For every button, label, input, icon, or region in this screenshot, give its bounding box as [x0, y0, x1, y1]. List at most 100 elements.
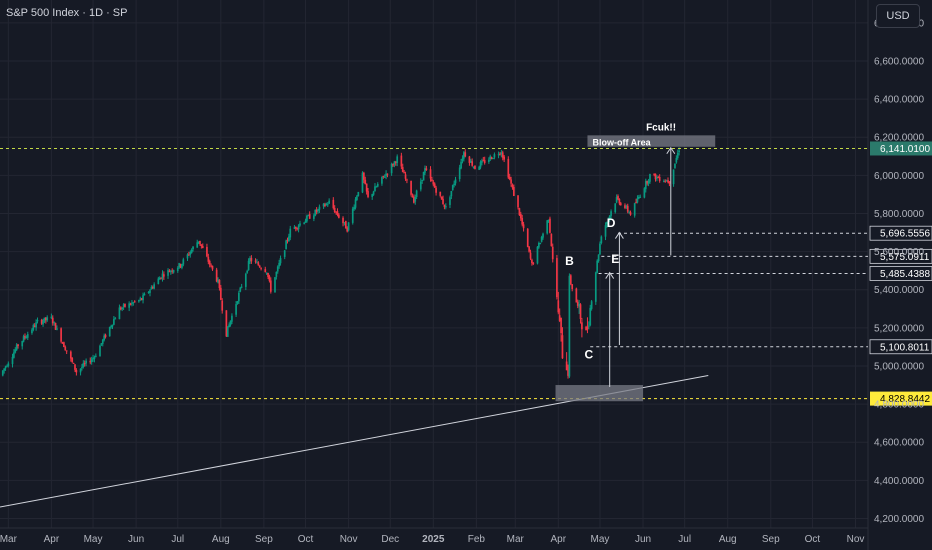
blow-off-area-box: [587, 135, 716, 147]
candle-body: [150, 287, 153, 290]
candle-body: [294, 226, 297, 229]
candle-body: [133, 301, 136, 303]
candle-body: [411, 195, 414, 198]
candle-body: [353, 207, 355, 210]
candle-body: [453, 183, 455, 186]
candle-body: [547, 219, 550, 221]
candle-body: [6, 366, 8, 368]
candle-body: [206, 246, 208, 257]
candle-body: [464, 152, 467, 157]
candle-body: [163, 274, 165, 277]
candle-body: [657, 177, 660, 179]
price-level-label: 6,141.0100: [880, 144, 930, 155]
candle-body: [161, 273, 164, 279]
candle-body: [21, 340, 24, 347]
candle-body: [433, 183, 436, 188]
candle-body: [17, 344, 19, 346]
candle-body: [81, 367, 83, 369]
candle-body: [381, 176, 383, 184]
candle-body: [668, 181, 671, 184]
candle-body: [313, 215, 315, 219]
candle-body: [422, 172, 425, 181]
candle-body: [60, 328, 62, 342]
candle-body: [575, 288, 578, 303]
candle-body: [361, 172, 364, 193]
candle-body: [207, 256, 210, 262]
candle-body: [75, 369, 78, 373]
candle-body: [396, 156, 399, 163]
candle-body: [497, 154, 500, 156]
candle-body: [458, 167, 461, 179]
candle-body: [586, 326, 589, 330]
arrow-head: [666, 146, 676, 155]
candle-body: [678, 150, 680, 153]
candle-body: [269, 280, 272, 292]
candle-body: [400, 155, 403, 167]
candle-body: [64, 346, 67, 351]
candle-body: [103, 335, 106, 341]
candle-body: [113, 319, 115, 325]
x-tick-label: May: [591, 534, 610, 545]
candle-body: [297, 225, 300, 230]
candle-body: [599, 243, 601, 255]
candle-body: [326, 204, 329, 206]
candle-body: [256, 262, 258, 264]
candle-body: [385, 173, 387, 177]
candle-body: [250, 257, 253, 262]
candle-body: [442, 198, 444, 205]
candle-body: [56, 328, 58, 330]
candle-body: [633, 203, 636, 216]
annotation-label: Fcuk!!: [646, 123, 676, 134]
candle-body: [561, 335, 564, 359]
candle-body: [143, 293, 146, 296]
x-tick-label: Oct: [805, 534, 821, 545]
candle-body: [33, 325, 36, 327]
candle-body: [324, 204, 326, 207]
candle-body: [490, 157, 493, 160]
annotations-layer: Blow-off Area Fcuk!! B C D E: [555, 123, 716, 402]
candle-body: [90, 359, 93, 363]
candle-body: [675, 158, 678, 163]
price-level-tag: [869, 339, 932, 355]
x-tick-label: Apr: [44, 534, 60, 545]
candle-body: [558, 315, 561, 321]
candle-body: [557, 300, 560, 313]
candle-body: [654, 173, 657, 180]
candle-body: [182, 259, 185, 265]
candle-body: [567, 369, 569, 376]
candle-body: [499, 153, 501, 155]
candle-body: [662, 181, 665, 183]
price-level-label: 5,100.8011: [880, 342, 930, 353]
candle-body: [315, 209, 318, 212]
candle-body: [172, 270, 175, 273]
candle-body: [119, 307, 122, 310]
candle-body: [472, 166, 475, 168]
candle-body: [268, 276, 271, 281]
candle-body: [63, 342, 65, 348]
annotation-label: E: [611, 252, 619, 266]
x-tick-label: May: [84, 534, 103, 545]
candle-body: [51, 317, 54, 324]
currency-button[interactable]: USD: [876, 4, 920, 28]
candle-body: [608, 215, 611, 220]
candle-body: [578, 303, 580, 307]
candle-body: [1, 370, 4, 376]
blow-off-area-label: Blow-off Area: [592, 137, 651, 147]
candle-body: [492, 158, 494, 160]
candle-body: [551, 246, 554, 260]
candle-body: [122, 304, 125, 307]
candle-body: [13, 352, 15, 358]
candle-body: [614, 203, 617, 213]
candle-body: [15, 344, 18, 351]
candle-body: [336, 211, 339, 215]
candle-body: [53, 322, 56, 324]
x-tick-label: Nov: [340, 534, 358, 545]
candle-body: [244, 273, 247, 287]
candle-body: [46, 317, 49, 321]
candle-body: [539, 242, 542, 245]
candle-body: [129, 303, 132, 305]
candle-body: [101, 339, 104, 344]
candle-body: [431, 179, 433, 181]
candle-body: [219, 287, 222, 300]
